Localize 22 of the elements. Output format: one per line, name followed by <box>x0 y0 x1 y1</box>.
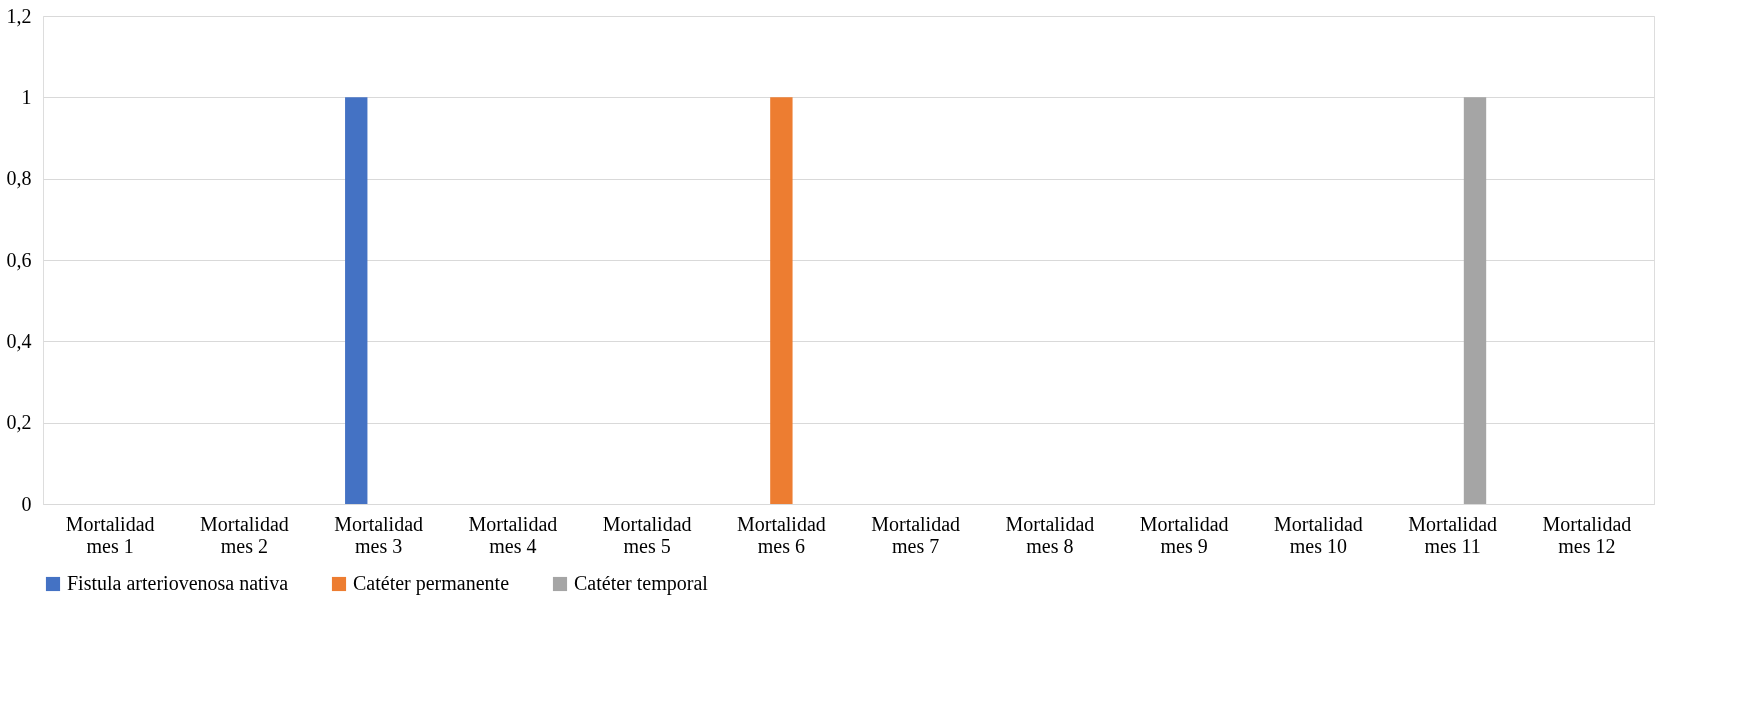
x-tick-label: Mortalidad mes 8 <box>1005 512 1095 557</box>
legend-label: Catéter permanente <box>353 572 510 595</box>
y-tick-label: 0 <box>21 492 32 515</box>
x-tick-label: Mortalidad mes 9 <box>1139 512 1229 557</box>
y-tick-label: 1 <box>21 85 32 108</box>
x-tick-label: Mortalidad mes 5 <box>602 512 692 557</box>
x-tick-label: Mortalidad mes 11 <box>1408 512 1498 557</box>
x-tick-label: Mortalidad mes 10 <box>1273 512 1363 557</box>
x-tick-label: Mortalidad mes 2 <box>199 512 289 557</box>
legend-label: Fistula arteriovenosa nativa <box>67 572 289 594</box>
x-tick-label: Mortalidad mes 12 <box>1542 512 1632 557</box>
y-tick-label: 0,8 <box>6 167 32 190</box>
y-tick-label: 0,2 <box>6 411 32 434</box>
x-tick-label: Mortalidad mes 6 <box>736 512 826 557</box>
x-tick-label: Mortalidad mes 7 <box>871 512 961 557</box>
x-tick-label: Mortalidad mes 4 <box>468 512 558 557</box>
y-tick-label: 0,6 <box>6 248 32 271</box>
x-tick-label: Mortalidad mes 3 <box>334 512 424 557</box>
legend-label: Catéter temporal <box>574 572 709 595</box>
y-tick-label: 1,2 <box>6 4 32 27</box>
y-tick-label: 0,4 <box>6 329 32 352</box>
x-tick-label: Mortalidad mes 1 <box>65 512 155 557</box>
